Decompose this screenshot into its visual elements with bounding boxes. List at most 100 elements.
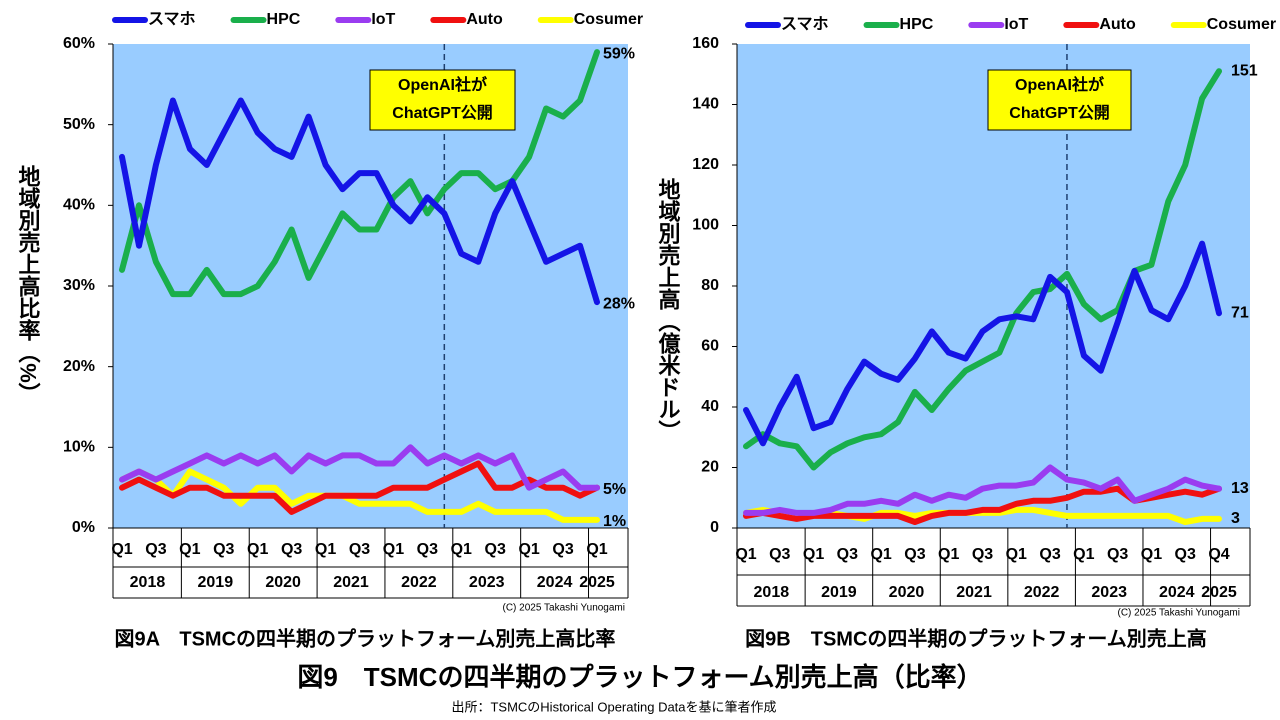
x-tick-label: Q1 bbox=[938, 546, 959, 563]
series-line bbox=[743, 464, 1222, 516]
x-tick-label: Q1 bbox=[735, 546, 756, 563]
y-axis-label: 地域別売上高比率（%） bbox=[16, 165, 41, 405]
end-label: 3 bbox=[1231, 510, 1240, 527]
series-line bbox=[119, 97, 600, 306]
year-label: 2021 bbox=[956, 584, 992, 601]
end-label: 151 bbox=[1231, 62, 1258, 79]
annotation-text: OpenAI社が bbox=[398, 75, 487, 94]
x-tick-label: Q3 bbox=[213, 541, 234, 558]
x-tick-label: Q1 bbox=[518, 541, 539, 558]
end-label: 59% bbox=[603, 45, 635, 62]
chart-title: 図9A TSMCの四半期のプラットフォーム別売上高比率 bbox=[115, 626, 616, 650]
legend-label: スマホ bbox=[781, 15, 829, 33]
year-label: 2020 bbox=[265, 574, 301, 591]
y-axis-label: 地域別売上高（億米ドル） bbox=[656, 178, 681, 442]
x-tick-label: Q3 bbox=[1039, 546, 1060, 563]
x-tick-label: Q1 bbox=[1073, 546, 1094, 563]
year-label: 2020 bbox=[889, 584, 925, 601]
end-label: 5% bbox=[603, 481, 626, 498]
series-line bbox=[743, 68, 1222, 471]
y-tick-label: 30% bbox=[63, 277, 95, 294]
credit: (C) 2025 Takashi Yunogami bbox=[503, 603, 626, 614]
legend-label: Cosumer bbox=[1207, 16, 1276, 33]
x-tick-label: Q3 bbox=[1175, 546, 1196, 563]
year-label: 2019 bbox=[821, 584, 857, 601]
y-tick-label: 40 bbox=[701, 398, 719, 415]
y-tick-label: 160 bbox=[692, 35, 719, 52]
x-tick-label: Q3 bbox=[485, 541, 506, 558]
legend-label: Auto bbox=[1099, 16, 1136, 33]
legend-label: HPC bbox=[900, 16, 934, 33]
annotation-box bbox=[369, 69, 516, 131]
series-line bbox=[119, 49, 600, 298]
y-tick-label: 60% bbox=[63, 35, 95, 52]
year-label: 2024 bbox=[1159, 584, 1195, 601]
y-tick-label: 100 bbox=[692, 217, 719, 234]
x-tick-label: Q1 bbox=[247, 541, 268, 558]
series-line bbox=[119, 444, 600, 491]
x-tick-label: Q3 bbox=[769, 546, 790, 563]
x-tick-label: Q1 bbox=[1006, 546, 1027, 563]
x-tick-label: Q1 bbox=[586, 541, 607, 558]
y-tick-label: 50% bbox=[63, 116, 95, 133]
y-tick-label: 120 bbox=[692, 156, 719, 173]
x-tick-label: Q3 bbox=[552, 541, 573, 558]
x-tick-label: Q1 bbox=[451, 541, 472, 558]
legend-label: HPC bbox=[267, 11, 301, 28]
year-label: 2018 bbox=[754, 584, 790, 601]
x-tick-label: Q4 bbox=[1208, 546, 1229, 563]
year-label: 2025 bbox=[579, 574, 615, 591]
annotation-text: ChatGPT公開 bbox=[392, 104, 492, 122]
year-label: 2022 bbox=[1024, 584, 1060, 601]
legend-label: Cosumer bbox=[574, 11, 643, 28]
x-tick-label: Q3 bbox=[145, 541, 166, 558]
credit: (C) 2025 Takashi Yunogami bbox=[1118, 608, 1241, 619]
x-tick-label: Q3 bbox=[417, 541, 438, 558]
series-line bbox=[119, 468, 600, 523]
y-tick-label: 10% bbox=[63, 439, 95, 456]
x-tick-label: Q3 bbox=[1107, 546, 1128, 563]
chart-title: 図9B TSMCの四半期のプラットフォーム別売上高 bbox=[745, 626, 1207, 650]
x-tick-label: Q3 bbox=[281, 541, 302, 558]
series-line bbox=[119, 460, 600, 515]
x-tick-label: Q1 bbox=[383, 541, 404, 558]
year-label: 2025 bbox=[1201, 584, 1237, 601]
end-label: 1% bbox=[603, 513, 626, 530]
y-tick-label: 40% bbox=[63, 197, 95, 214]
y-tick-label: 80 bbox=[701, 277, 719, 294]
legend-label: IoT bbox=[1004, 16, 1028, 33]
source-note: 出所：TSMCのHistorical Operating Dataを基に筆者作成 bbox=[451, 699, 776, 714]
end-label: 28% bbox=[603, 295, 635, 312]
figure-title: 図9 TSMCの四半期のプラットフォーム別売上高（比率） bbox=[297, 662, 982, 692]
y-tick-label: 20% bbox=[63, 358, 95, 375]
end-label: 13 bbox=[1231, 480, 1249, 497]
series-line bbox=[743, 240, 1222, 447]
year-label: 2022 bbox=[401, 574, 437, 591]
year-label: 2021 bbox=[333, 574, 369, 591]
x-tick-label: Q1 bbox=[870, 546, 891, 563]
year-label: 2023 bbox=[1091, 584, 1127, 601]
x-tick-label: Q1 bbox=[179, 541, 200, 558]
year-label: 2018 bbox=[130, 574, 166, 591]
x-tick-label: Q1 bbox=[315, 541, 336, 558]
year-label: 2019 bbox=[198, 574, 234, 591]
legend-label: スマホ bbox=[148, 10, 196, 28]
x-tick-label: Q1 bbox=[1141, 546, 1162, 563]
annotation-box bbox=[987, 69, 1132, 131]
x-tick-label: Q3 bbox=[972, 546, 993, 563]
y-tick-label: 0% bbox=[72, 519, 95, 536]
y-tick-label: 0 bbox=[710, 519, 719, 536]
x-tick-label: Q3 bbox=[904, 546, 925, 563]
y-tick-label: 20 bbox=[701, 459, 719, 476]
y-tick-label: 60 bbox=[701, 338, 719, 355]
year-label: 2023 bbox=[469, 574, 505, 591]
legend-label: IoT bbox=[371, 11, 395, 28]
x-tick-label: Q1 bbox=[803, 546, 824, 563]
year-label: 2024 bbox=[537, 574, 573, 591]
annotation-text: OpenAI社が bbox=[1015, 75, 1104, 94]
annotation-text: ChatGPT公開 bbox=[1009, 104, 1109, 122]
x-tick-label: Q3 bbox=[349, 541, 370, 558]
end-label: 71 bbox=[1231, 304, 1249, 321]
x-tick-label: Q1 bbox=[111, 541, 132, 558]
